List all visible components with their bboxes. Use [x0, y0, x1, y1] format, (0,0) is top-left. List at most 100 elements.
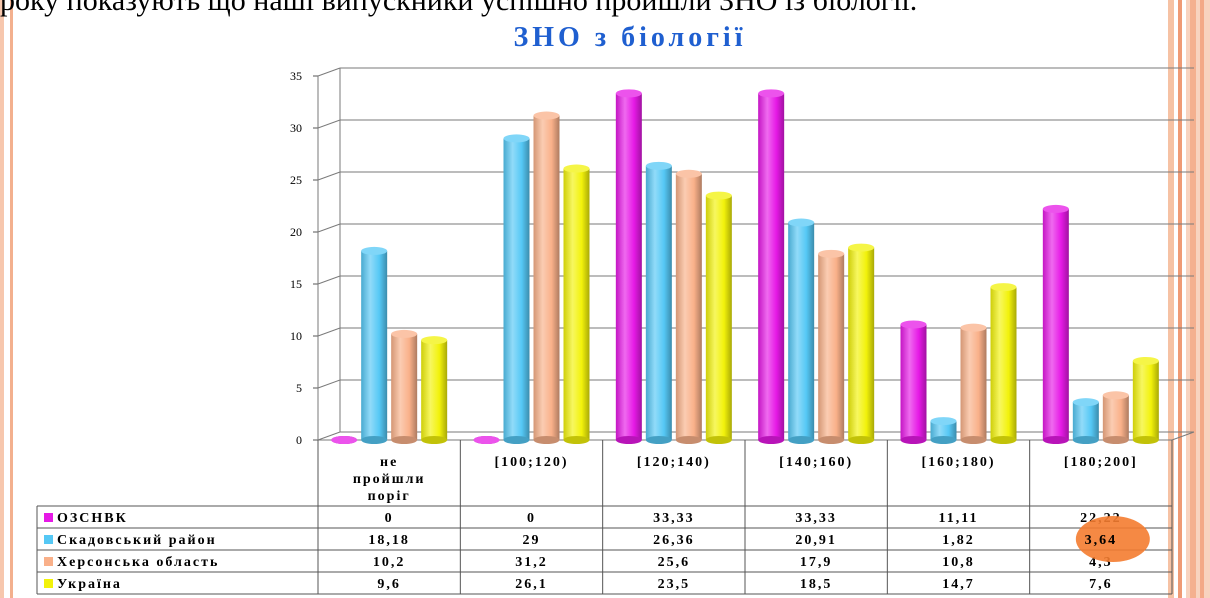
data-label: 29	[523, 533, 541, 548]
bar-base	[818, 436, 845, 444]
bar-base	[900, 436, 927, 444]
bar	[503, 138, 530, 440]
bar-top	[361, 246, 388, 255]
bar	[1132, 360, 1159, 440]
bar-top	[391, 329, 418, 338]
data-label: 25,6	[658, 555, 691, 570]
bar-base	[990, 436, 1017, 444]
bar-top	[788, 218, 815, 227]
bar-base	[675, 436, 702, 444]
bar-base	[930, 436, 957, 444]
gridline-side	[317, 223, 341, 233]
category-label: не пройшли поріг	[353, 455, 426, 504]
bar-base	[758, 436, 785, 444]
bar-base	[503, 436, 530, 444]
bar-top	[848, 243, 875, 252]
y-tick-label: 30	[290, 121, 302, 135]
bar-base	[533, 436, 560, 444]
bar-base	[1102, 436, 1129, 444]
data-label: 33,33	[795, 511, 837, 526]
legend-label: ОЗСНВК	[57, 511, 128, 526]
bar-top	[1042, 204, 1069, 213]
bar	[533, 115, 560, 441]
bar-top	[1132, 356, 1159, 365]
bar-base	[960, 436, 987, 444]
left-decorative-band	[10, 0, 13, 598]
legend-swatch	[44, 557, 53, 566]
bar-top	[615, 89, 642, 98]
right-decorative-band	[1178, 0, 1182, 598]
y-tick-label: 25	[290, 173, 302, 187]
bar-base	[563, 436, 590, 444]
chart-title: ЗНО з біології	[513, 22, 747, 53]
bar	[391, 333, 418, 440]
bar	[990, 287, 1017, 440]
legend-label: Україна	[57, 577, 122, 592]
bar-top	[563, 164, 590, 173]
bar	[758, 93, 785, 441]
gridline-side	[317, 431, 341, 441]
bar-top	[421, 336, 448, 345]
bar-base	[615, 436, 642, 444]
data-label: 20,91	[795, 533, 837, 548]
y-tick-label: 35	[290, 69, 302, 83]
bar-top	[1072, 398, 1099, 407]
highlight-oval	[1075, 516, 1150, 562]
floor-edge	[1171, 431, 1195, 441]
data-label: 11,11	[939, 511, 979, 526]
data-label: 10,2	[373, 555, 406, 570]
bar	[788, 222, 815, 440]
bar	[675, 173, 702, 440]
bar-base	[1132, 436, 1159, 444]
legend-swatch	[44, 579, 53, 588]
y-tick-label: 10	[290, 329, 302, 343]
gridline-side	[317, 67, 341, 77]
data-label: 1,82	[942, 533, 975, 548]
bar-base	[1042, 436, 1069, 444]
bar	[1042, 208, 1069, 440]
data-label: 10,8	[942, 555, 975, 570]
bar-base	[391, 436, 418, 444]
gridline-side	[317, 119, 341, 129]
bar	[900, 324, 927, 440]
legend-label: Херсонська область	[57, 555, 219, 570]
bar-base	[645, 436, 672, 444]
data-label: 0	[385, 511, 394, 526]
data-label: 17,9	[800, 555, 833, 570]
bar-top	[758, 89, 785, 98]
y-tick-label: 15	[290, 277, 302, 291]
bar-top	[533, 111, 560, 120]
bar-base	[421, 436, 448, 444]
data-label: 26,36	[653, 533, 695, 548]
data-label: 9,6	[377, 577, 401, 592]
data-label: 23,5	[658, 577, 691, 592]
bar	[818, 253, 845, 440]
data-label: 18,18	[368, 533, 410, 548]
data-label: 0	[527, 511, 536, 526]
legend-swatch	[44, 535, 53, 544]
bar-top	[503, 134, 530, 143]
bar	[848, 247, 875, 440]
category-label: [140;160)	[779, 455, 853, 470]
bar	[1102, 395, 1129, 440]
gridline-side	[317, 327, 341, 337]
data-label: 14,7	[942, 577, 975, 592]
bar	[421, 340, 448, 440]
bar-top	[331, 436, 358, 444]
bar-top	[900, 320, 927, 329]
gridline-side	[317, 275, 341, 285]
bar-base	[361, 436, 388, 444]
data-label: 26,1	[515, 577, 548, 592]
gridline-side	[317, 379, 341, 389]
y-tick-label: 5	[296, 381, 302, 395]
data-label: 33,33	[653, 511, 695, 526]
right-decorative-band	[1200, 0, 1204, 598]
category-label: [120;140)	[637, 455, 711, 470]
bar-top	[473, 436, 500, 444]
left-decorative-band	[0, 0, 4, 598]
bar	[361, 250, 388, 440]
bar	[645, 165, 672, 440]
body-text-line: року показують що наші випускники успішн…	[0, 0, 918, 17]
bar	[930, 421, 957, 440]
bar	[705, 195, 732, 440]
